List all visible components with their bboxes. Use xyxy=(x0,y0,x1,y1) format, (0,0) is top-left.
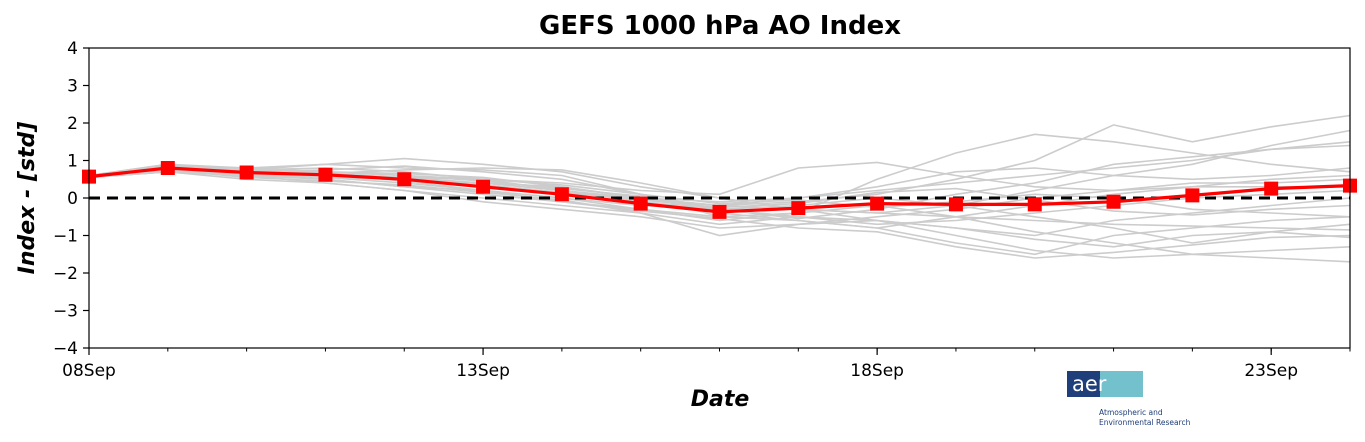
y-tick-label: 2 xyxy=(67,114,78,134)
mean-marker xyxy=(633,196,648,211)
ensemble-members xyxy=(88,114,1351,263)
x-tick-label: 13Sep xyxy=(456,361,510,381)
x-tick-label: 18Sep xyxy=(850,361,904,381)
aer-logo-line1: Atmospheric and xyxy=(1099,408,1163,417)
aer-logo: aer Atmospheric and Environmental Resear… xyxy=(1067,371,1191,427)
chart-title: GEFS 1000 hPa AO Index xyxy=(539,11,901,41)
mean-marker xyxy=(712,204,727,219)
mean-marker xyxy=(318,167,333,182)
mean-marker xyxy=(554,187,569,202)
y-tick-label: 0 xyxy=(67,189,78,209)
y-axis-ticks: 4 3 2 1 0 −1 −2 −3 −4 xyxy=(53,39,89,359)
x-axis-label: Date xyxy=(691,387,750,412)
mean-marker xyxy=(1106,194,1121,209)
ensemble-mean-series xyxy=(82,161,1357,219)
x-axis-ticks: 08Sep 13Sep 18Sep 23Sep xyxy=(62,348,1351,381)
y-tick-label: 4 xyxy=(67,39,78,59)
y-axis-label: Index - [std] xyxy=(15,122,40,275)
mean-marker xyxy=(397,172,412,187)
mean-marker xyxy=(791,201,806,216)
mean-marker xyxy=(1027,197,1042,212)
y-tick-label: −3 xyxy=(53,302,78,322)
aer-logo-line2: Environmental Research xyxy=(1099,418,1191,427)
mean-marker xyxy=(1264,181,1279,196)
aer-logo-accent xyxy=(1100,371,1143,397)
mean-marker xyxy=(239,165,254,180)
member-line-3 xyxy=(88,170,1351,259)
mean-marker xyxy=(1185,188,1200,203)
y-tick-label: 3 xyxy=(67,77,78,97)
mean-marker xyxy=(948,197,963,212)
y-tick-label: −1 xyxy=(53,227,78,247)
y-tick-label: 1 xyxy=(67,152,78,172)
x-tick-label: 23Sep xyxy=(1244,361,1298,381)
mean-marker xyxy=(160,161,175,175)
member-line-12 xyxy=(88,170,1351,263)
mean-marker xyxy=(870,196,885,211)
member-line-14 xyxy=(88,169,1351,248)
aer-logo-word: aer xyxy=(1072,372,1107,396)
y-tick-label: −4 xyxy=(53,339,78,359)
x-tick-label: 08Sep xyxy=(62,361,116,381)
mean-marker xyxy=(476,179,491,194)
y-tick-label: −2 xyxy=(53,264,78,284)
